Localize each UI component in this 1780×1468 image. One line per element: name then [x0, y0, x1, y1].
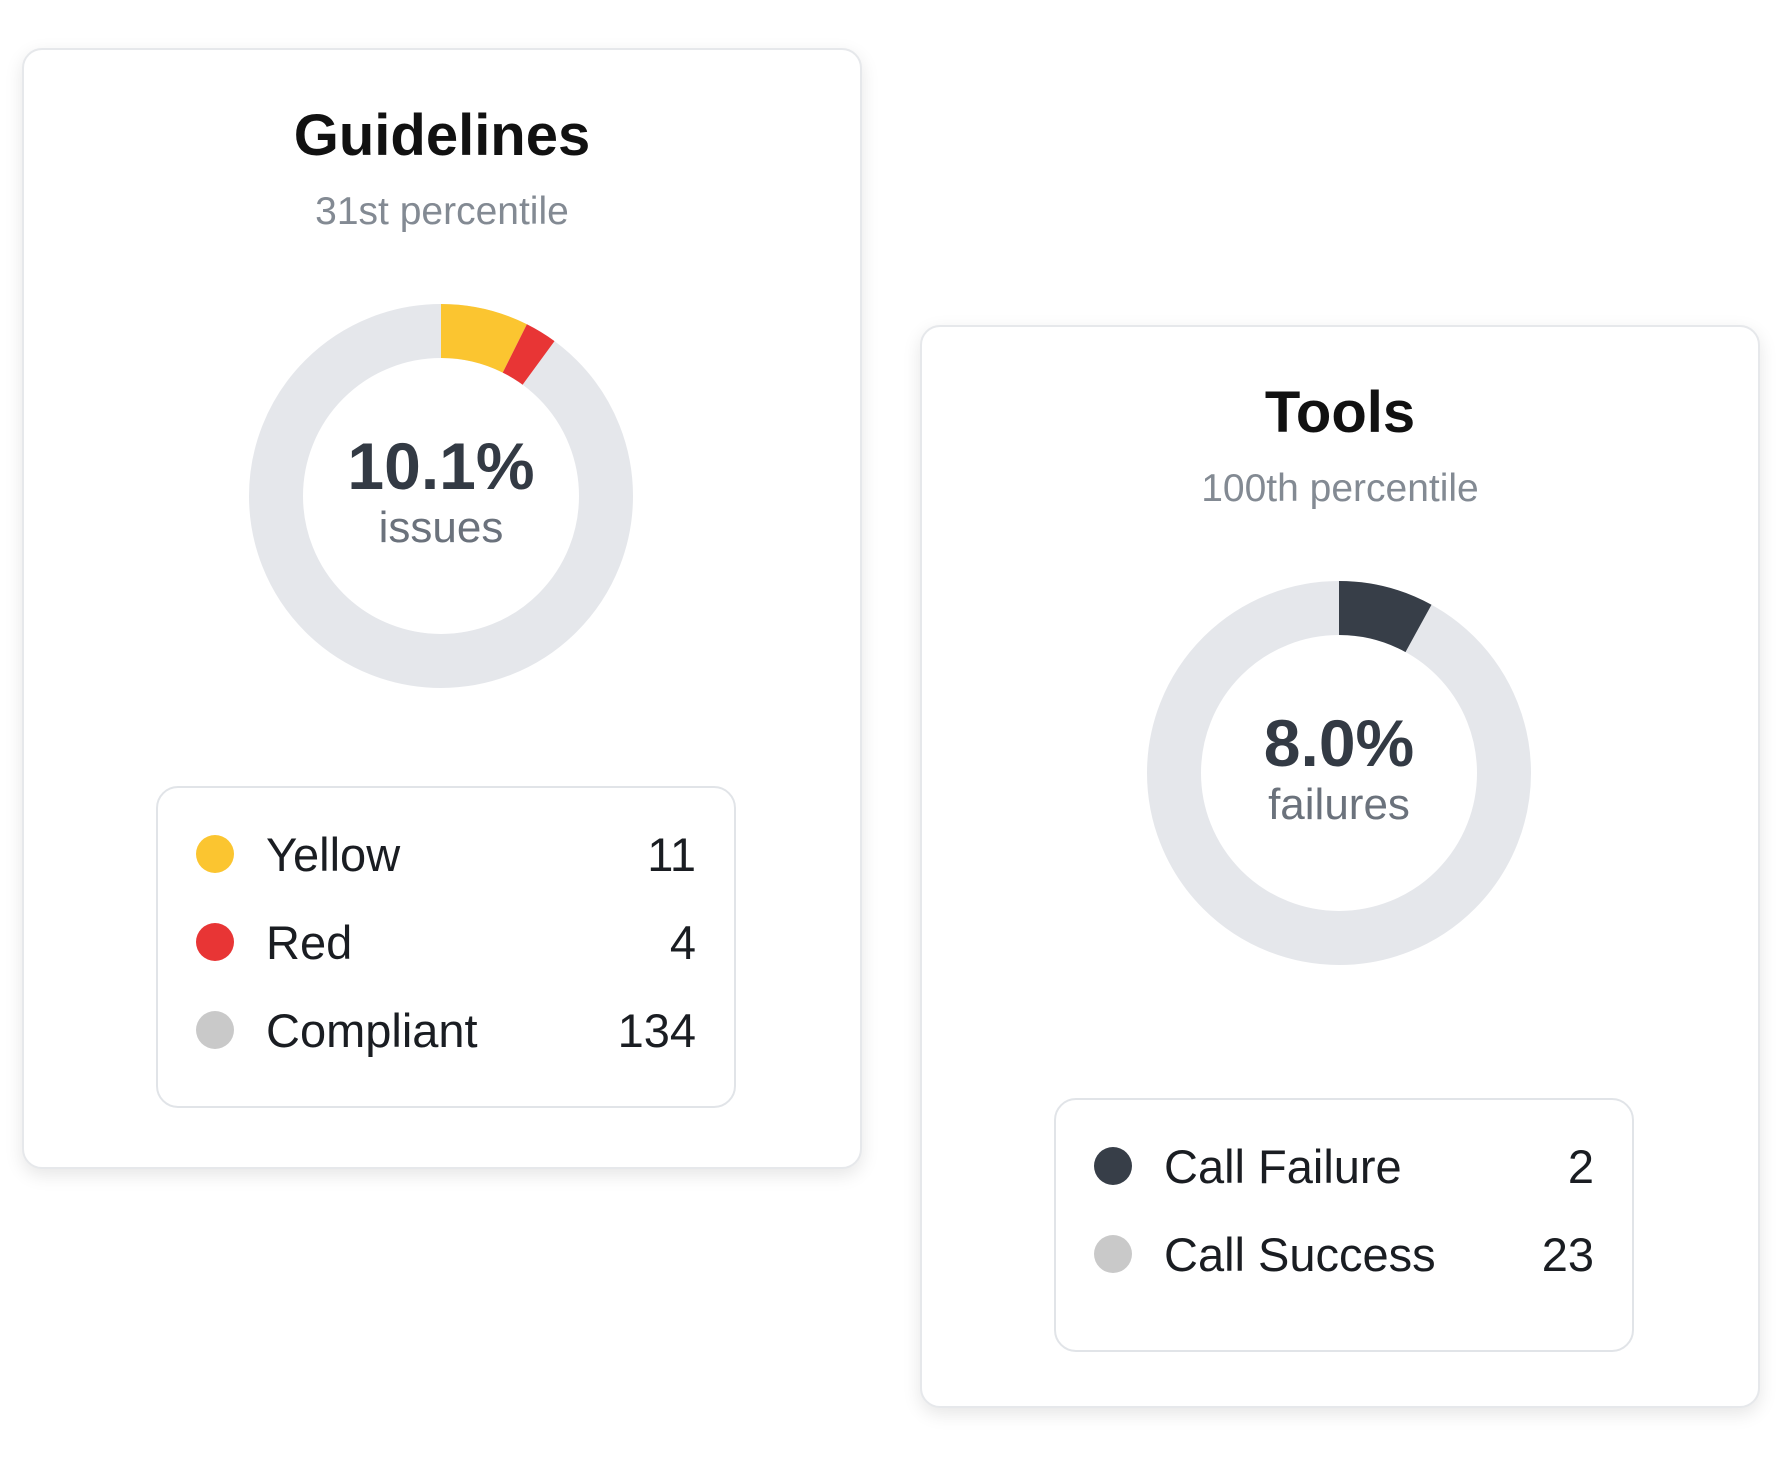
guidelines-card: Guidelines 31st percentile 10.1% issues …	[22, 48, 862, 1169]
tools-donut-chart: 8.0% failures	[1119, 553, 1559, 993]
donut-center-value: 8.0%	[1263, 706, 1415, 780]
card-title: Tools	[1264, 380, 1416, 445]
donut-segment-yellow	[441, 304, 527, 373]
card-title: Guidelines	[293, 103, 591, 168]
tools-legend: Call Failure 2 Call Success 23	[1054, 1098, 1634, 1352]
legend-label: Red	[266, 915, 353, 969]
dark-dot-icon	[1094, 1147, 1132, 1185]
donut-center-value: 10.1%	[347, 429, 535, 503]
legend-label: Call Failure	[1164, 1139, 1402, 1193]
tools-card: Tools 100th percentile 8.0% failures Cal…	[920, 325, 1760, 1408]
legend-count: 4	[669, 915, 696, 969]
donut-svg	[1147, 581, 1531, 965]
legend-count: 2	[1567, 1139, 1594, 1193]
legend-label: Compliant	[266, 1003, 478, 1057]
card-subtitle: 31st percentile	[315, 190, 569, 233]
gray-dot-icon	[1094, 1235, 1132, 1273]
legend-row-red: Red 4	[196, 898, 696, 986]
card-subtitle: 100th percentile	[1201, 467, 1479, 510]
guidelines-donut-chart: 10.1% issues	[221, 276, 661, 716]
legend-count: 23	[1541, 1227, 1594, 1281]
legend-row-call-success: Call Success 23	[1094, 1210, 1594, 1298]
legend-row-yellow: Yellow 11	[196, 810, 696, 898]
gray-dot-icon	[196, 1011, 234, 1049]
donut-center: 8.0% failures	[1119, 553, 1559, 993]
donut-center-label: failures	[1268, 780, 1410, 829]
legend-row-compliant: Compliant 134	[196, 986, 696, 1074]
red-dot-icon	[196, 923, 234, 961]
donut-segment-call-failure	[1339, 581, 1432, 653]
legend-count: 134	[617, 1003, 696, 1057]
donut-svg	[249, 304, 633, 688]
legend-count: 11	[647, 827, 696, 881]
legend-label: Yellow	[266, 827, 401, 881]
legend-row-call-failure: Call Failure 2	[1094, 1122, 1594, 1210]
donut-center: 10.1% issues	[221, 276, 661, 716]
guidelines-legend: Yellow 11 Red 4 Compliant 134	[156, 786, 736, 1108]
legend-label: Call Success	[1164, 1227, 1436, 1281]
donut-center-label: issues	[378, 503, 504, 552]
yellow-dot-icon	[196, 835, 234, 873]
donut-segment-red	[502, 324, 555, 385]
